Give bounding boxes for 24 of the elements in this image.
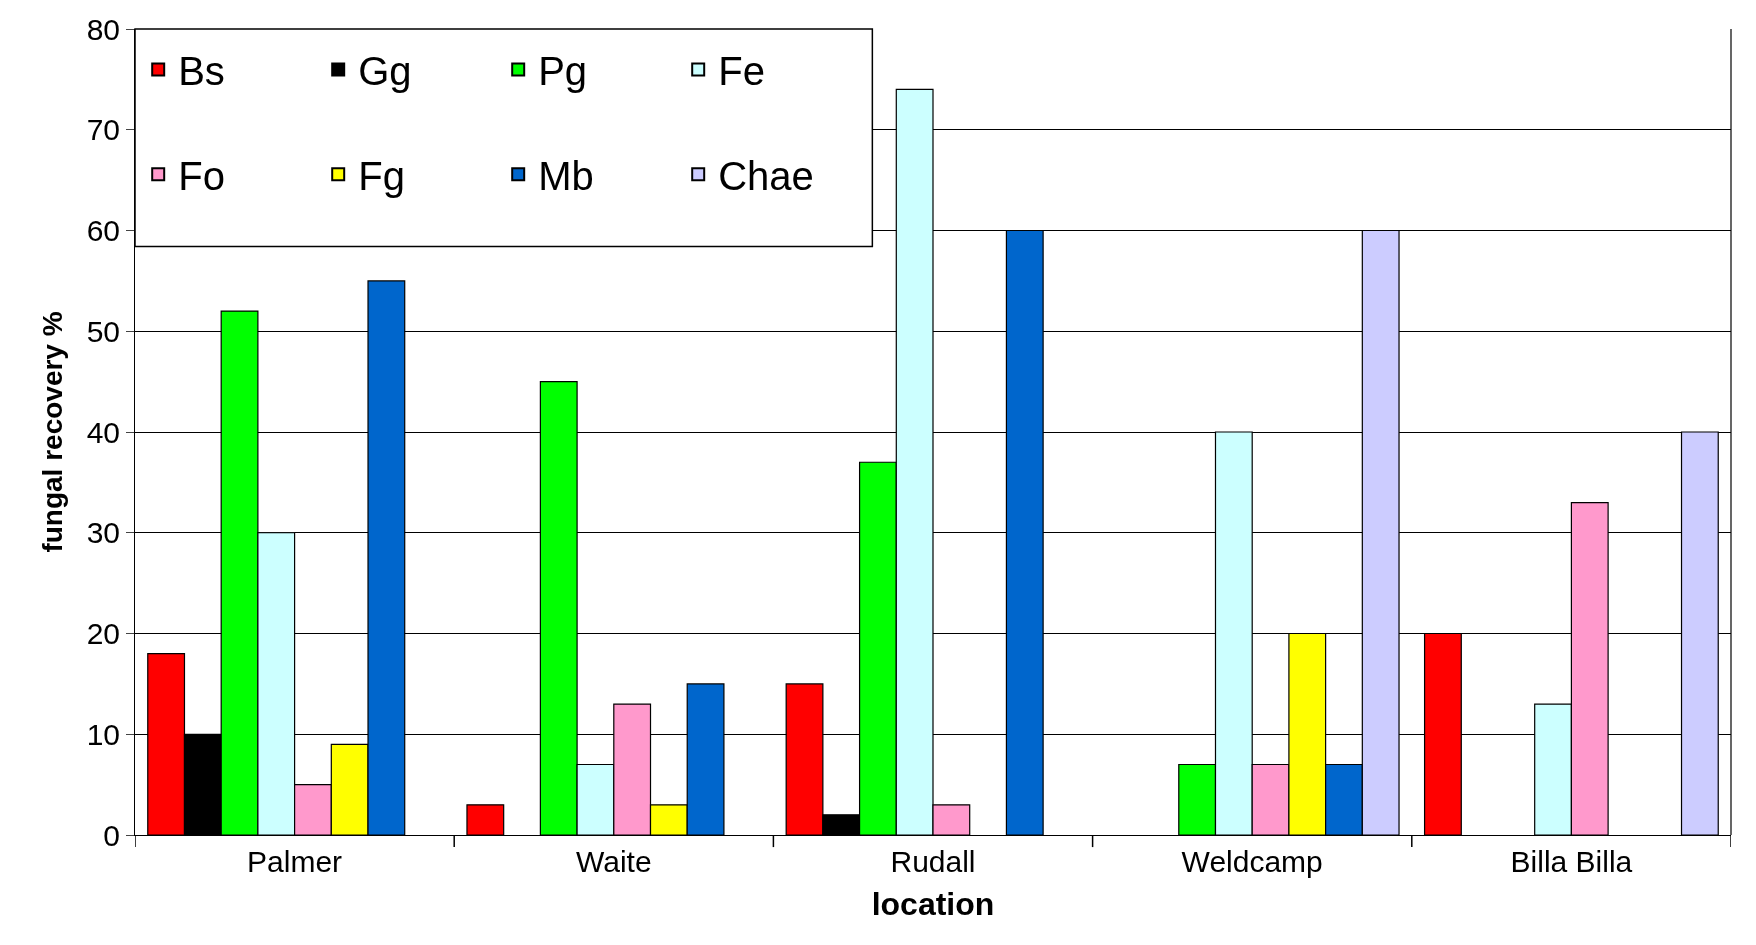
x-tick-label: Weldcamp bbox=[1181, 845, 1323, 878]
legend-label: Mb bbox=[538, 153, 594, 198]
legend-label: Fe bbox=[718, 49, 765, 94]
y-tick-label: 60 bbox=[86, 214, 120, 247]
x-tick-label: Waite bbox=[576, 845, 652, 878]
y-tick-label: 40 bbox=[86, 415, 120, 449]
legend-label: Bs bbox=[178, 49, 225, 94]
x-tick-label: Palmer bbox=[247, 845, 343, 878]
y-tick-label: 10 bbox=[86, 717, 120, 751]
y-tick-label: 0 bbox=[103, 818, 120, 852]
x-tick-label: Billa Billa bbox=[1510, 845, 1633, 878]
legend-label: Fg bbox=[358, 153, 405, 198]
y-tick-label: 20 bbox=[86, 617, 120, 650]
x-axis-title: location bbox=[871, 885, 995, 922]
legend-label: Fo bbox=[178, 153, 225, 198]
y-tick-label: 70 bbox=[86, 113, 120, 147]
y-tick-label: 50 bbox=[86, 314, 120, 348]
legend-label: Gg bbox=[358, 49, 412, 94]
y-axis-title: fungal recovery % bbox=[37, 311, 69, 553]
y-tick-label: 30 bbox=[86, 516, 120, 550]
x-tick-label: Rudall bbox=[890, 845, 976, 878]
y-tick-label: 80 bbox=[86, 12, 120, 46]
legend-label: Chae bbox=[718, 153, 814, 198]
legend-label: Pg bbox=[538, 49, 588, 94]
